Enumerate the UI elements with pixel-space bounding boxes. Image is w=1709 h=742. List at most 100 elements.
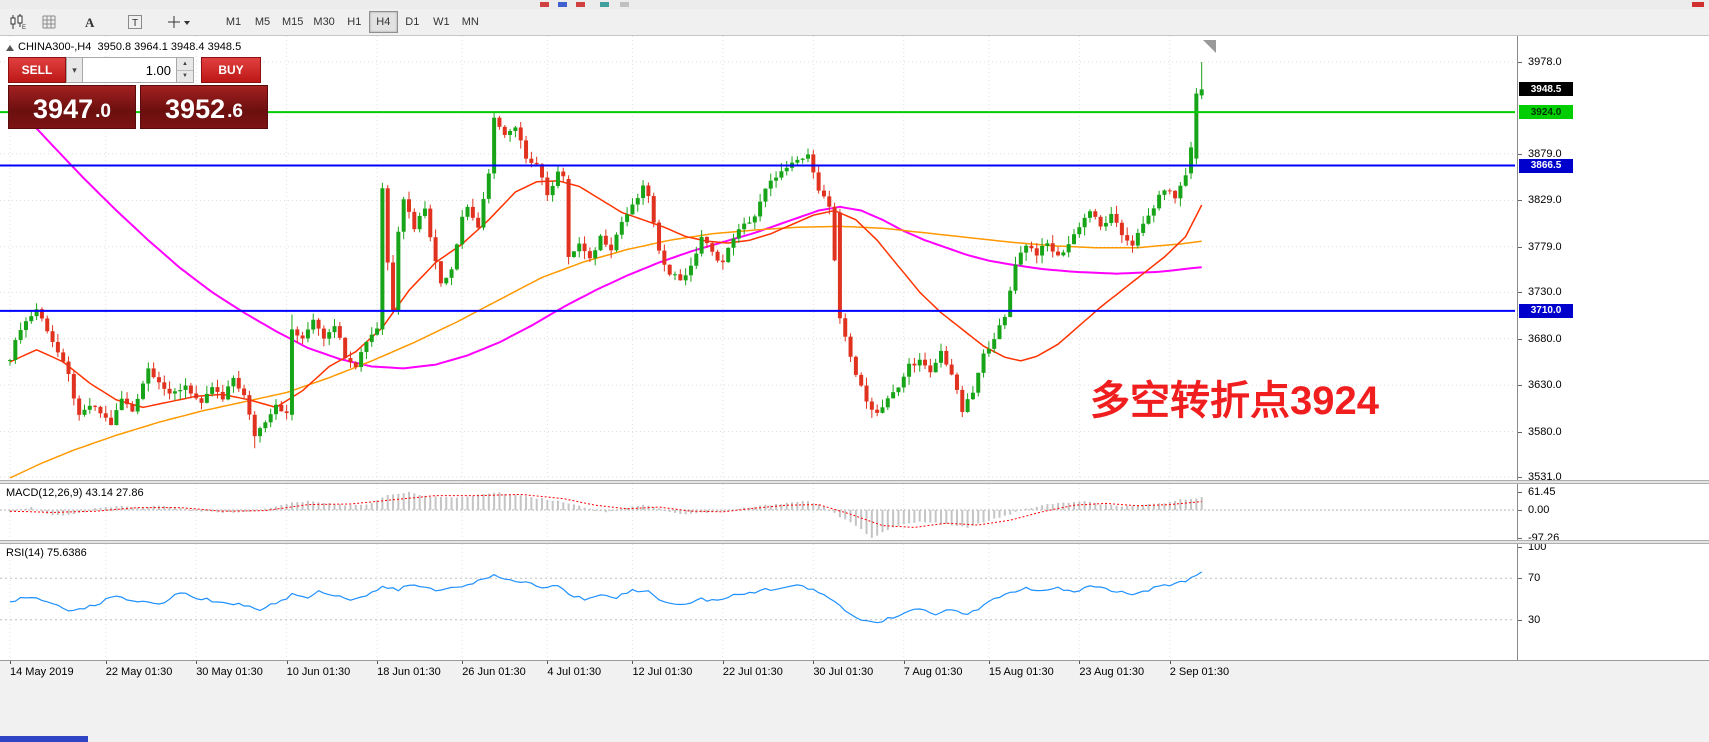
timeframe-m1[interactable]: M1 xyxy=(219,11,248,33)
axis-tick xyxy=(1518,338,1522,340)
axis-tick xyxy=(1518,547,1522,548)
axis-value-label: 3978.0 xyxy=(1528,56,1562,68)
time-axis-label: 2 Sep 01:30 xyxy=(1169,666,1230,678)
buy-price-main: 3952 xyxy=(165,94,226,124)
cropped-icon xyxy=(600,2,609,7)
axis-value-label: 0.00 xyxy=(1528,504,1550,516)
time-tick xyxy=(10,661,11,664)
sell-price-display[interactable]: 3947 .0 xyxy=(8,85,136,129)
time-axis-label: 30 Jul 01:30 xyxy=(813,666,874,678)
svg-text:E: E xyxy=(22,25,26,30)
volume-dropdown-icon[interactable]: ▾ xyxy=(66,57,83,83)
time-axis-label: 10 Jun 01:30 xyxy=(286,666,351,678)
axis-tick xyxy=(1518,153,1522,155)
time-axis-label: 26 Jun 01:30 xyxy=(462,666,526,678)
timeframe-group: M1 M5 M15 M30 H1 H4 D1 W1 MN xyxy=(219,11,485,33)
axis-tick xyxy=(1518,200,1522,202)
volume-up-icon[interactable]: ▲ xyxy=(177,58,193,71)
time-tick xyxy=(547,661,549,664)
buy-price-frac: .6 xyxy=(227,101,243,123)
time-axis-label: 23 Aug 01:30 xyxy=(1079,666,1145,678)
sell-price-frac: .0 xyxy=(95,101,111,123)
time-axis-label: 18 Jun 01:30 xyxy=(377,666,441,678)
pane-splitter[interactable] xyxy=(0,480,1709,484)
collapse-panel-icon[interactable] xyxy=(6,45,14,51)
buy-price-display[interactable]: 3952 .6 xyxy=(140,85,268,129)
time-tick xyxy=(105,661,107,664)
pane-splitter[interactable] xyxy=(0,540,1709,544)
time-axis-label: 7 Aug 01:30 xyxy=(903,666,963,678)
template-icon[interactable]: T xyxy=(121,11,149,33)
axis-value-label: 70 xyxy=(1528,572,1541,585)
time-axis-label: 12 Jul 01:30 xyxy=(632,666,693,678)
axis-tick xyxy=(1518,477,1522,478)
price-badge: 3866.5 xyxy=(1519,158,1573,173)
chart-ohlc-header: CHINA300-,H4 3950.8 3964.1 3948.4 3948.5 xyxy=(18,41,242,53)
price-badge: 3710.0 xyxy=(1519,303,1573,318)
volume-spinner: ▲ ▼ xyxy=(177,57,194,83)
axis-tick xyxy=(1518,385,1522,387)
axis-tick xyxy=(1518,292,1522,294)
price-axis[interactable]: 3978.0 3879.0 3829.0 3779.0 3730.0 3680.0 3630… xyxy=(1517,36,1709,660)
time-tick xyxy=(286,661,288,664)
sell-price-main: 3947 xyxy=(33,94,94,124)
timeframe-h4[interactable]: H4 xyxy=(368,11,398,33)
cropped-icon xyxy=(558,2,567,7)
time-axis[interactable]: 14 May 2019 22 May 01:30 30 May 01:30 10 Ju… xyxy=(0,660,1709,742)
timeframe-m30[interactable]: M30 xyxy=(308,11,339,33)
candlestick-chart-icon[interactable]: E xyxy=(4,11,32,33)
cropped-icon xyxy=(620,2,629,7)
time-tick xyxy=(377,661,379,664)
axis-tick xyxy=(1518,578,1522,580)
trade-prices-row: 3947 .0 3952 .6 xyxy=(8,85,268,129)
axis-tick xyxy=(1518,538,1522,539)
volume-down-icon[interactable]: ▼ xyxy=(177,70,193,82)
volume-input[interactable] xyxy=(83,57,177,83)
price-badge: 3924.0 xyxy=(1519,105,1573,120)
axis-value-label: 61.45 xyxy=(1528,485,1556,498)
axis-value-label: 3630.0 xyxy=(1528,379,1562,392)
timeframe-h1[interactable]: H1 xyxy=(340,11,369,33)
time-axis-label: 4 Jul 01:30 xyxy=(547,666,602,678)
macd-indicator-pane[interactable] xyxy=(0,484,1517,540)
axis-tick xyxy=(1518,62,1522,63)
cropped-icon xyxy=(576,2,585,7)
cropped-icon xyxy=(1692,2,1704,7)
time-tick xyxy=(1169,661,1171,664)
macd-indicator-label: MACD(12,26,9) 43.14 27.86 xyxy=(6,487,144,499)
axis-value-label: 3779.0 xyxy=(1528,240,1562,253)
time-axis-label: 30 May 01:30 xyxy=(196,666,263,678)
price-badge: 3948.5 xyxy=(1519,82,1573,97)
buy-button[interactable]: BUY xyxy=(201,57,261,83)
time-axis-label: 14 May 2019 xyxy=(10,666,74,678)
rsi-indicator-pane[interactable] xyxy=(0,544,1517,660)
svg-text:T: T xyxy=(132,18,138,29)
axis-value-label: 3829.0 xyxy=(1528,194,1562,207)
text-annotation-icon[interactable]: A xyxy=(76,11,104,33)
timeframe-d1[interactable]: D1 xyxy=(398,11,427,33)
timeframe-mn[interactable]: MN xyxy=(456,11,485,33)
crosshair-icon[interactable] xyxy=(162,11,196,33)
time-tick xyxy=(722,661,724,664)
annotation-text: 多空转折点3924 xyxy=(1090,379,1379,423)
axis-tick xyxy=(1518,510,1522,511)
time-tick xyxy=(903,661,905,664)
time-tick xyxy=(196,661,198,664)
sell-button[interactable]: SELL xyxy=(8,57,66,83)
axis-value-label: 100 xyxy=(1528,541,1547,553)
cropped-icon xyxy=(540,2,549,7)
axis-value-label: 3680.0 xyxy=(1528,332,1562,345)
cropped-taskbar xyxy=(0,736,88,742)
timeframe-w1[interactable]: W1 xyxy=(427,11,456,33)
time-tick xyxy=(632,661,634,664)
timeframe-m15[interactable]: M15 xyxy=(277,11,308,33)
axis-tick xyxy=(1518,431,1522,433)
rsi-indicator-label: RSI(14) 75.6386 xyxy=(6,547,87,559)
axis-value-label: 3879.0 xyxy=(1528,147,1562,160)
time-tick xyxy=(462,661,464,664)
trade-controls-row: SELL ▾ ▲ ▼ BUY xyxy=(8,57,268,83)
timeframe-m5[interactable]: M5 xyxy=(248,11,277,33)
axis-value-label: 30 xyxy=(1528,613,1541,626)
grid-icon[interactable] xyxy=(35,11,63,33)
